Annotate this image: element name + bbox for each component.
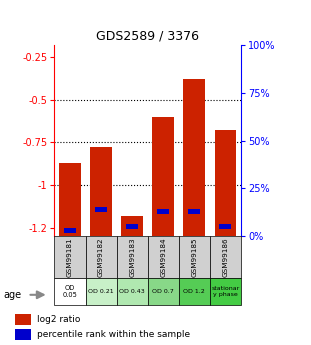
Bar [117, 278, 148, 305]
Text: OD 0.43: OD 0.43 [119, 289, 145, 294]
Text: OD 0.21: OD 0.21 [88, 289, 114, 294]
Bar [95, 207, 107, 212]
Text: OD
0.05: OD 0.05 [63, 285, 77, 298]
Text: GSM99181: GSM99181 [67, 237, 73, 277]
Bar [220, 224, 231, 229]
Bar [210, 278, 241, 305]
Text: GSM99185: GSM99185 [191, 237, 197, 277]
Text: stationar
y phase: stationar y phase [211, 286, 239, 297]
Bar [210, 236, 241, 278]
Bar [215, 130, 236, 236]
Text: OD 0.7: OD 0.7 [152, 289, 174, 294]
Bar [179, 236, 210, 278]
Text: GSM99186: GSM99186 [222, 237, 229, 277]
Text: GSM99183: GSM99183 [129, 237, 135, 277]
Text: log2 ratio: log2 ratio [37, 315, 80, 324]
Text: age: age [3, 290, 21, 300]
Bar [121, 216, 143, 236]
Bar [188, 209, 200, 214]
Bar [126, 224, 138, 229]
Bar [15, 314, 31, 325]
Bar [148, 278, 179, 305]
Text: percentile rank within the sample: percentile rank within the sample [37, 330, 190, 339]
Bar [157, 209, 169, 214]
Text: GSM99182: GSM99182 [98, 237, 104, 277]
Bar [54, 236, 86, 278]
Bar [148, 236, 179, 278]
Bar [179, 278, 210, 305]
Bar [54, 278, 86, 305]
Text: OD 1.2: OD 1.2 [183, 289, 205, 294]
Bar [59, 163, 81, 236]
Bar [152, 117, 174, 236]
Text: GSM99184: GSM99184 [160, 237, 166, 277]
Bar [117, 236, 148, 278]
Bar [64, 228, 76, 233]
Bar [86, 278, 117, 305]
Bar [90, 147, 112, 236]
Bar [86, 236, 117, 278]
Bar [183, 79, 205, 236]
Title: GDS2589 / 3376: GDS2589 / 3376 [96, 29, 199, 42]
Bar [15, 329, 31, 340]
